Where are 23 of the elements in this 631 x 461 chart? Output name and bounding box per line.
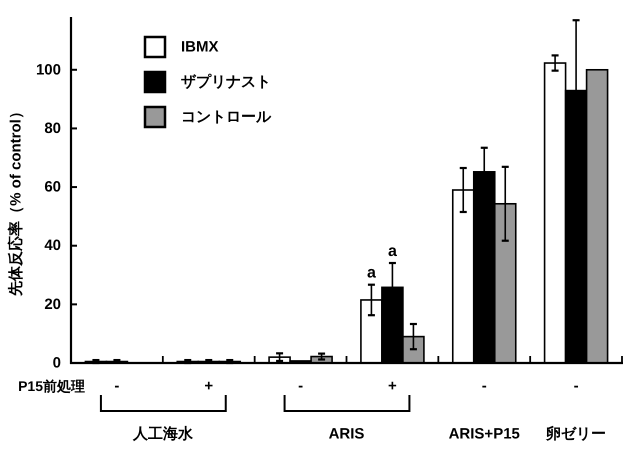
- legend-label: コントロール: [181, 108, 272, 126]
- y-tick-label: 80: [44, 120, 61, 137]
- text: P15前処理: [18, 378, 85, 394]
- y-tick-label: 40: [44, 237, 61, 254]
- x-tick-label: -: [114, 378, 120, 394]
- text: ARIS+P15: [448, 426, 520, 442]
- value-label: a: [388, 243, 397, 260]
- x-tick-label: -: [482, 378, 487, 394]
- y-tick-label: 20: [44, 296, 61, 313]
- legend-label: IBMX: [181, 38, 218, 56]
- y-tick-label: 60: [44, 178, 61, 196]
- x-tick-label: -: [574, 378, 579, 394]
- x-tick-label: +: [204, 378, 214, 394]
- y-tick-label: 100: [36, 61, 61, 78]
- y-tick-label: 0: [52, 354, 61, 372]
- text: 人工海水: [132, 426, 194, 442]
- y-axis-title: 先体反応率（% of control）: [6, 104, 24, 297]
- text: ARIS: [328, 426, 364, 442]
- value-label: a: [366, 264, 376, 282]
- x-tick-label: -: [298, 378, 304, 394]
- legend-label: ザプリナスト: [181, 74, 271, 90]
- text: 卵ゼリー: [545, 426, 606, 442]
- x-tick-label: +: [388, 378, 398, 394]
